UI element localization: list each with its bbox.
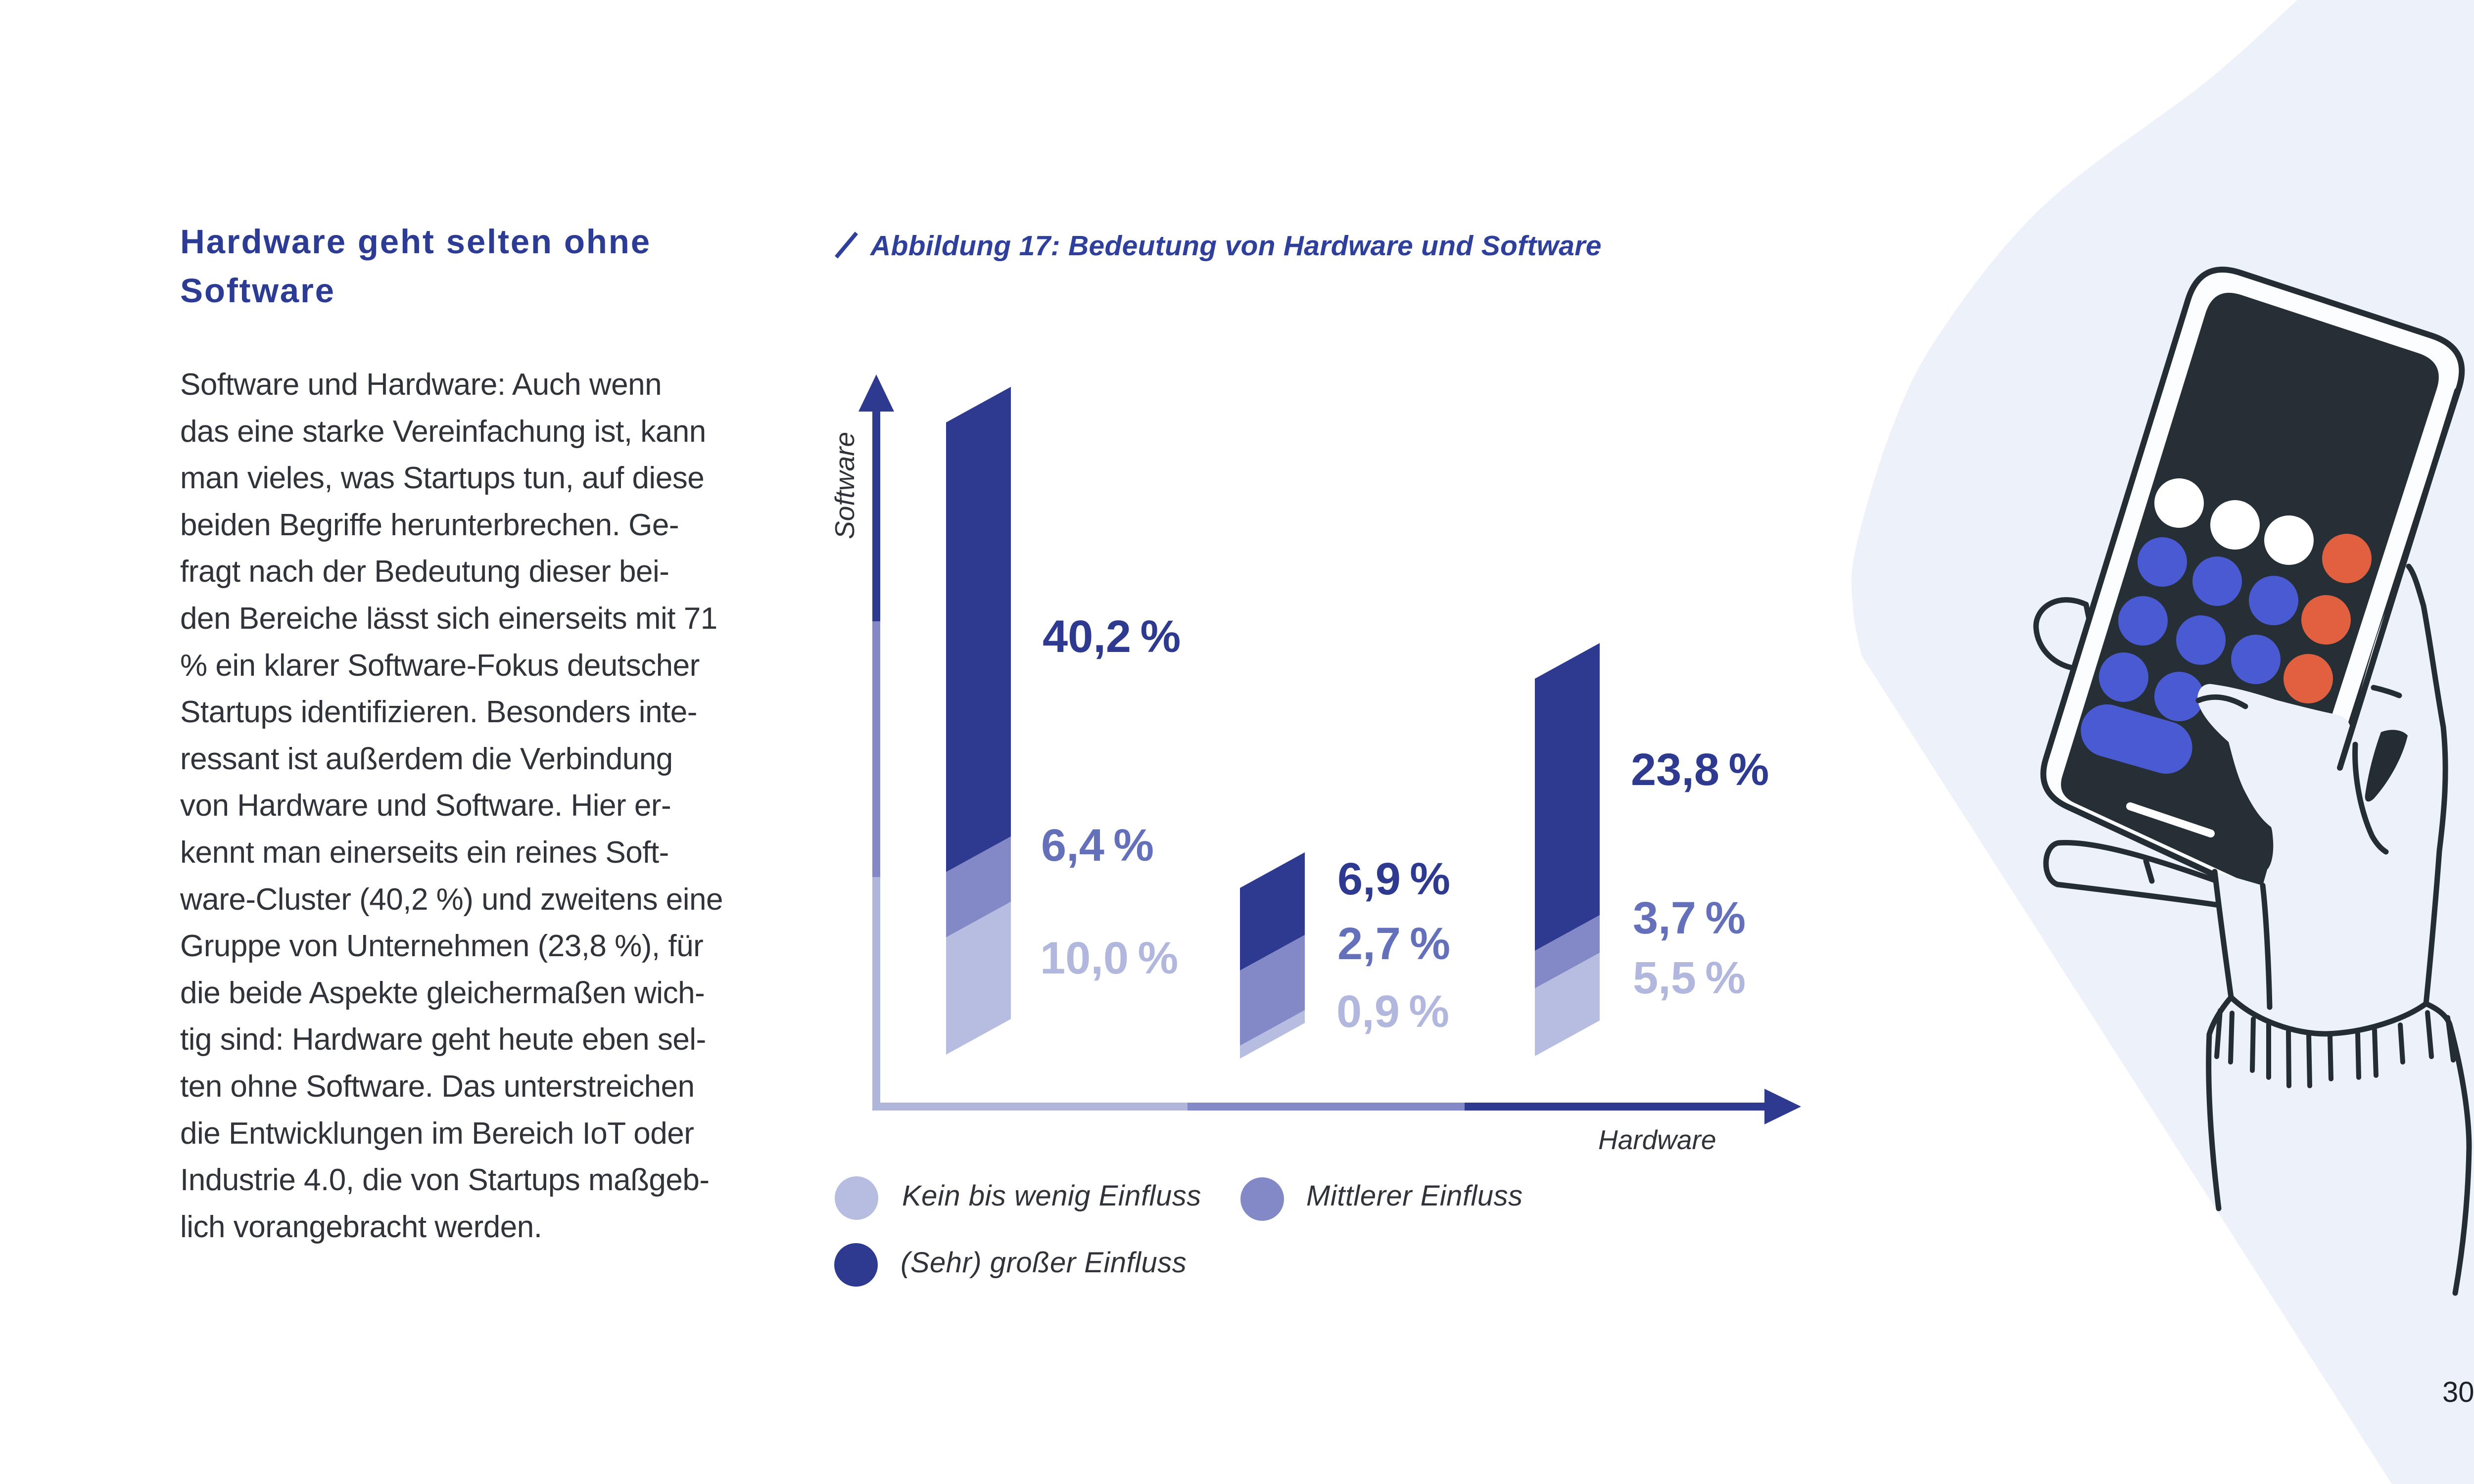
svg-text:Software: Software bbox=[829, 432, 860, 539]
